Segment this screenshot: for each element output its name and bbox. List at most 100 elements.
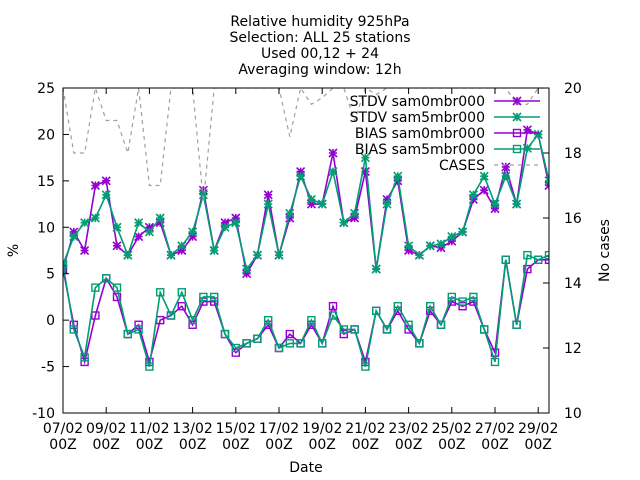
series-line — [63, 132, 549, 271]
data-point — [306, 194, 316, 204]
data-point — [393, 171, 403, 181]
data-point — [328, 302, 338, 311]
data-point — [198, 190, 208, 200]
x-tick-label: 13/02 00Z — [172, 421, 212, 453]
legend-label: BIAS sam5mbr000 — [355, 142, 485, 158]
data-point — [458, 297, 467, 306]
data-point — [512, 199, 522, 209]
legend-marker — [512, 144, 522, 154]
data-point — [285, 339, 294, 348]
data-point — [350, 213, 360, 223]
data-point — [468, 190, 478, 200]
x-axis-label: Date — [289, 460, 322, 476]
data-point — [382, 199, 392, 209]
data-point — [415, 339, 424, 348]
data-point — [317, 199, 327, 209]
data-point — [339, 325, 348, 334]
data-point — [360, 167, 370, 177]
data-point — [123, 329, 133, 339]
data-point — [242, 269, 252, 279]
data-point — [231, 213, 241, 223]
series-line — [63, 258, 549, 366]
data-point — [253, 334, 262, 343]
data-point — [436, 239, 446, 249]
data-point — [264, 315, 273, 325]
data-point — [274, 250, 284, 260]
y-tick-label: 20 — [37, 127, 55, 143]
data-point — [285, 208, 295, 218]
data-point — [544, 250, 549, 260]
data-point — [339, 329, 348, 339]
data-point — [80, 245, 90, 256]
data-point — [468, 194, 478, 204]
data-point — [307, 315, 316, 325]
data-point — [371, 264, 381, 274]
data-point — [220, 218, 230, 228]
data-point — [426, 302, 435, 311]
data-point — [458, 227, 468, 237]
data-point — [534, 255, 543, 264]
data-point — [285, 329, 294, 339]
data-point — [350, 208, 360, 218]
data-point — [101, 274, 111, 283]
data-point — [112, 222, 122, 232]
x-tick-label: 07/02 00Z — [43, 421, 83, 453]
data-point — [501, 255, 510, 264]
legend-label: STDV sam0mbr000 — [350, 94, 485, 110]
data-point — [177, 241, 187, 251]
data-point — [447, 232, 457, 242]
data-point — [469, 292, 478, 302]
data-point — [328, 311, 338, 320]
data-point — [134, 320, 143, 329]
y2-tick-label: 10 — [564, 406, 582, 422]
data-point — [188, 315, 197, 325]
series-4 — [63, 88, 549, 202]
data-point — [242, 264, 252, 274]
data-point — [155, 213, 165, 223]
data-point — [177, 245, 187, 256]
data-point — [90, 213, 100, 223]
x-tick-label: 23/02 00Z — [388, 421, 428, 453]
y-tick-label: -5 — [41, 360, 55, 376]
data-point — [220, 329, 230, 339]
data-point — [490, 204, 500, 214]
data-point — [382, 325, 392, 334]
legend-marker — [512, 112, 522, 122]
data-point — [350, 325, 359, 334]
data-point — [166, 311, 176, 320]
data-point — [69, 232, 79, 242]
data-point — [177, 288, 187, 297]
x-tick-label: 09/02 00Z — [86, 421, 126, 453]
data-point — [101, 176, 111, 186]
y-tick-label: 25 — [37, 81, 55, 97]
data-point — [328, 167, 338, 177]
data-point — [360, 153, 370, 163]
data-point — [91, 283, 100, 292]
data-point — [134, 218, 144, 228]
data-point — [134, 325, 143, 334]
data-point — [69, 227, 79, 237]
data-point — [209, 292, 219, 302]
data-point — [296, 339, 305, 348]
y2-tick-label: 12 — [564, 341, 582, 357]
series-line — [63, 253, 549, 367]
data-point — [512, 320, 521, 329]
legend-label: BIAS sam0mbr000 — [355, 126, 485, 142]
data-point — [479, 185, 489, 195]
data-point — [404, 245, 414, 256]
data-point — [361, 362, 370, 371]
x-tick-label: 25/02 00Z — [432, 421, 472, 453]
data-point — [533, 129, 543, 139]
data-point — [480, 325, 489, 334]
series-3 — [63, 250, 549, 371]
data-point — [166, 250, 176, 260]
series-1 — [63, 129, 549, 274]
data-point — [231, 348, 241, 357]
data-point — [91, 311, 100, 320]
data-point — [112, 241, 122, 251]
data-point — [252, 250, 262, 260]
data-point — [209, 245, 219, 256]
data-point — [382, 194, 392, 204]
y-tick-label: -10 — [32, 406, 55, 422]
